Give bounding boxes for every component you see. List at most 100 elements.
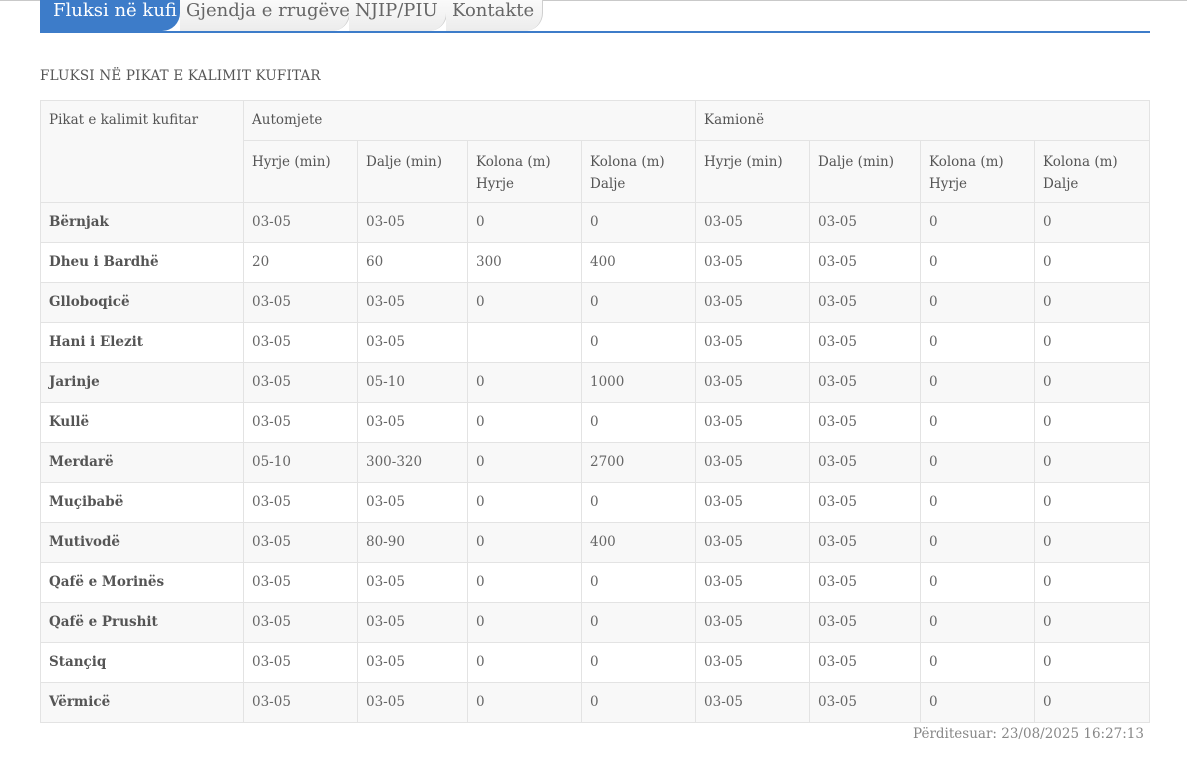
table-cell: 03-05: [243, 362, 358, 403]
tab-bar: Fluksi në kufi Gjendja e rrugëve NJIP/PI…: [40, 0, 1150, 33]
section-title: FLUKSI NË PIKAT E KALIMIT KUFITAR: [40, 68, 321, 84]
table-row: Dheu i Bardhë 20 60 300 400 03-05 03-05 0 0: [40, 242, 1151, 283]
table-cell: 03-05: [809, 522, 922, 563]
table-cell: 03-05: [695, 642, 811, 683]
crossing-point-name: Kullë: [40, 402, 244, 443]
table-cell: 03-05: [357, 202, 468, 243]
table-cell: 300-320: [357, 442, 468, 483]
table-cell: 03-05: [243, 682, 358, 723]
table-cell: 03-05: [695, 362, 811, 403]
table-cell: 03-05: [809, 362, 922, 403]
table-cell: 0: [467, 482, 582, 523]
last-updated: Përditesuar: 23/08/2025 16:27:13: [913, 726, 1144, 742]
header-group-cars: Automjete: [242, 100, 697, 141]
crossing-point-name: Vërmicë: [40, 682, 244, 723]
table-row: Merdarë 05-10 300-320 0 2700 03-05 03-05 0 0: [40, 442, 1151, 483]
table-cell: 03-05: [695, 282, 811, 323]
header-col: Dalje (min): [809, 140, 922, 203]
table-cell: 03-05: [243, 522, 358, 563]
table-cell: 03-05: [695, 522, 811, 563]
table-row: Qafë e Prushit 03-05 03-05 0 0 03-05 03-05 0 0: [40, 602, 1151, 643]
table-cell: 0: [467, 682, 582, 723]
table-cell: 0: [580, 402, 697, 443]
table-cell: 03-05: [695, 562, 811, 603]
table-header-row: Pikat e kalimit kufitar Automjete Kamion…: [40, 100, 1151, 203]
table-cell: 1000: [580, 362, 697, 403]
table-cell: 03-05: [243, 642, 358, 683]
table-cell: 0: [467, 562, 582, 603]
crossing-point-name: Bërnjak: [40, 202, 244, 243]
table-cell: 0: [467, 442, 582, 483]
crossing-point-name: Mutivodë: [40, 522, 244, 563]
crossing-point-name: Qafë e Morinës: [40, 562, 244, 603]
table-cell: 0: [920, 482, 1036, 523]
table-cell: 03-05: [695, 682, 811, 723]
table-cell: 80-90: [357, 522, 468, 563]
table-cell: 03-05: [695, 402, 811, 443]
header-col: Kolona (m) Hyrje: [467, 140, 582, 203]
table-cell: 0: [580, 482, 697, 523]
table-cell: 03-05: [809, 682, 922, 723]
table-cell: 03-05: [243, 482, 358, 523]
table-cell: 0: [580, 562, 697, 603]
table-cell: 03-05: [243, 282, 358, 323]
table-cell: 0: [1034, 362, 1151, 403]
header-col: Dalje (min): [357, 140, 468, 203]
header-group-trucks: Kamionë: [695, 100, 1151, 141]
table-cell: 05-10: [357, 362, 468, 403]
table-cell: 03-05: [357, 322, 468, 363]
table-cell: 20: [243, 242, 358, 283]
table-row: Vërmicë 03-05 03-05 0 0 03-05 03-05 0 0: [40, 682, 1151, 723]
table-cell: 03-05: [809, 402, 922, 443]
header-col: Kolona (m) Dalje: [1034, 140, 1151, 203]
table-cell: 0: [1034, 282, 1151, 323]
table-cell: 03-05: [809, 642, 922, 683]
crossing-point-name: Jarinje: [40, 362, 244, 403]
table-cell: 0: [580, 202, 697, 243]
table-cell: 03-05: [243, 322, 358, 363]
table-row: Stançiq 03-05 03-05 0 0 03-05 03-05 0 0: [40, 642, 1151, 683]
table-cell: 0: [1034, 202, 1151, 243]
table-cell: 0: [580, 322, 697, 363]
table-cell: 03-05: [695, 322, 811, 363]
crossing-point-name: Stançiq: [40, 642, 244, 683]
table-cell: 03-05: [357, 482, 468, 523]
table-cell: 0: [467, 522, 582, 563]
table-row: Qafë e Morinës 03-05 03-05 0 0 03-05 03-05 0 0: [40, 562, 1151, 603]
table-cell: 03-05: [695, 442, 811, 483]
table-cell: 400: [580, 522, 697, 563]
header-col: Hyrje (min): [695, 140, 811, 203]
border-flux-table: Pikat e kalimit kufitar Automjete Kamion…: [40, 100, 1151, 723]
table-cell: 0: [467, 602, 582, 643]
crossing-point-name: Hani i Elezit: [40, 322, 244, 363]
table-cell: 03-05: [357, 562, 468, 603]
tab-gjendja-e-rrugeve[interactable]: Gjendja e rrugëve: [180, 0, 350, 31]
table-cell: 0: [467, 282, 582, 323]
tab-kontakte[interactable]: Kontakte: [446, 0, 543, 31]
tab-njip-piu[interactable]: NJIP/PIU: [349, 0, 447, 31]
table-cell: 0: [580, 602, 697, 643]
table-row: Muçibabë 03-05 03-05 0 0 03-05 03-05 0 0: [40, 482, 1151, 523]
table-cell: 03-05: [357, 602, 468, 643]
table-cell: 0: [1034, 682, 1151, 723]
table-cell: 0: [580, 682, 697, 723]
table-cell: 0: [1034, 562, 1151, 603]
table-cell: 0: [920, 202, 1036, 243]
table-cell: 03-05: [809, 482, 922, 523]
table-cell: 0: [920, 322, 1036, 363]
table-row: Mutivodë 03-05 80-90 0 400 03-05 03-05 0 0: [40, 522, 1151, 563]
tab-fluksi-ne-kufi[interactable]: Fluksi në kufi: [40, 0, 180, 31]
table-cell: [467, 322, 582, 363]
table-cell: 0: [580, 282, 697, 323]
table-cell: 0: [1034, 482, 1151, 523]
top-border: [0, 0, 1187, 1]
table-cell: 03-05: [243, 202, 358, 243]
table-cell: 0: [1034, 402, 1151, 443]
header-col: Kolona (m) Hyrje: [920, 140, 1036, 203]
table-cell: 0: [467, 362, 582, 403]
table-cell: 2700: [580, 442, 697, 483]
table-cell: 03-05: [695, 242, 811, 283]
table-cell: 03-05: [695, 602, 811, 643]
table-cell: 0: [1034, 522, 1151, 563]
crossing-point-name: Glloboqicë: [40, 282, 244, 323]
